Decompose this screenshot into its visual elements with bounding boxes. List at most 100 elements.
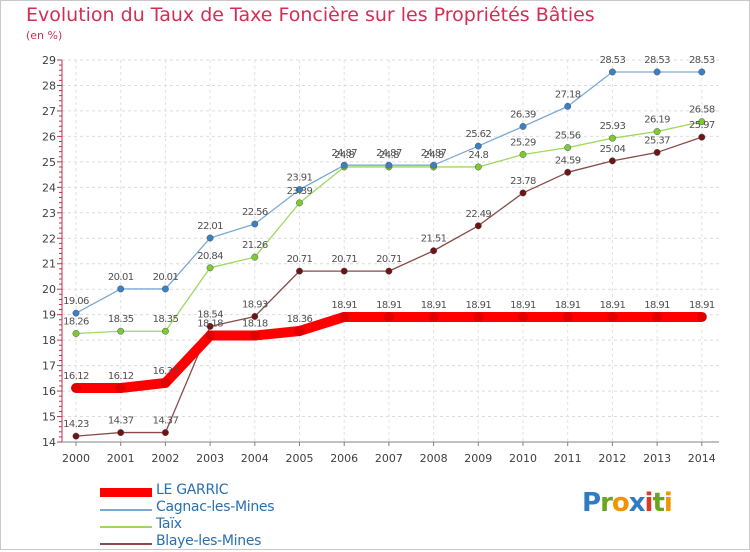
legend-label: Taïx xyxy=(156,516,182,532)
data-point xyxy=(564,102,572,110)
data-point xyxy=(698,133,706,141)
x-tick-label: 2000 xyxy=(62,452,90,465)
legend-swatch xyxy=(100,526,152,528)
data-point xyxy=(607,311,618,322)
data-point xyxy=(251,220,259,228)
data-point xyxy=(205,330,216,341)
data-label: 16.32 xyxy=(153,366,179,377)
y-tick-label: 25 xyxy=(42,156,56,169)
data-point xyxy=(653,148,661,156)
data-point xyxy=(474,222,482,230)
y-tick-label: 29 xyxy=(42,54,56,67)
y-tick-label: 17 xyxy=(42,360,56,373)
data-point xyxy=(652,311,663,322)
data-label: 24.8 xyxy=(334,150,354,161)
data-point xyxy=(430,247,438,255)
data-label: 26.58 xyxy=(689,105,715,116)
legend-swatch xyxy=(100,509,152,511)
data-label: 25.04 xyxy=(600,144,626,155)
data-label: 18.26 xyxy=(63,317,89,328)
x-tick-label: 2007 xyxy=(375,452,403,465)
y-tick-label: 21 xyxy=(42,258,56,271)
data-label: 20.71 xyxy=(376,254,402,265)
data-label: 23.78 xyxy=(510,176,536,187)
data-point xyxy=(653,68,661,76)
y-tick-label: 15 xyxy=(42,411,56,424)
data-label: 25.37 xyxy=(644,135,670,146)
data-point xyxy=(385,267,393,275)
data-point xyxy=(296,199,303,207)
data-labels: 16.12 16.12 16.32 18.18 18.18 18.36 18.91 18.91… xyxy=(63,55,715,430)
data-point xyxy=(71,383,81,394)
data-point xyxy=(519,123,527,130)
data-label: 18.35 xyxy=(108,314,134,325)
data-label: 14.37 xyxy=(153,416,179,427)
x-tick-label: 2006 xyxy=(330,452,358,465)
data-label: 24.59 xyxy=(555,155,581,166)
data-point xyxy=(519,151,527,158)
data-point xyxy=(72,432,80,440)
data-point xyxy=(698,118,706,126)
data-label: 20.01 xyxy=(153,272,179,283)
data-label: 26.39 xyxy=(510,109,536,120)
x-tick-label: 2008 xyxy=(420,452,448,465)
data-point xyxy=(206,322,214,330)
y-tick-label: 16 xyxy=(42,385,56,398)
y-tick-label: 22 xyxy=(42,232,56,245)
data-point xyxy=(340,267,348,275)
data-label: 24.87 xyxy=(331,148,357,159)
x-tick-label: 2005 xyxy=(286,452,314,465)
data-label: 18.91 xyxy=(376,300,402,311)
y-tick-label: 28 xyxy=(42,79,56,92)
data-point xyxy=(430,161,438,169)
chart-title: Evolution du Taux de Taxe Foncière sur l… xyxy=(26,4,595,26)
data-label: 18.91 xyxy=(644,300,670,311)
data-label: 27.18 xyxy=(555,89,581,100)
data-point xyxy=(385,161,393,169)
data-point xyxy=(206,264,214,272)
data-label: 18.36 xyxy=(287,314,313,325)
x-tick-label: 2009 xyxy=(464,452,492,465)
data-label: 26.19 xyxy=(644,115,670,126)
data-point xyxy=(474,142,482,150)
data-label: 23.91 xyxy=(287,173,313,184)
y-tick-label: 14 xyxy=(42,436,56,449)
data-point xyxy=(160,377,171,388)
data-label: 20.71 xyxy=(287,254,313,265)
logo-letter: t xyxy=(652,488,664,518)
y-tick-label: 26 xyxy=(42,130,56,143)
data-label: 18.18 xyxy=(242,319,268,330)
data-point xyxy=(339,311,350,322)
data-label: 20.01 xyxy=(108,272,134,283)
data-label: 18.91 xyxy=(555,300,581,311)
data-point xyxy=(117,285,125,293)
y-tick-label: 23 xyxy=(42,207,56,220)
data-label: 18.54 xyxy=(197,309,223,320)
x-tick-label: 2010 xyxy=(509,452,537,465)
data-point xyxy=(161,285,169,293)
data-label: 22.49 xyxy=(465,209,491,220)
data-label: 24.87 xyxy=(376,148,402,159)
data-point xyxy=(653,128,661,136)
legend-label: Cagnac-les-Mines xyxy=(156,499,275,515)
data-point xyxy=(608,68,616,76)
data-label: 18.18 xyxy=(197,319,223,330)
data-point xyxy=(340,161,348,169)
data-point xyxy=(428,311,439,322)
legend-label: LE GARRIC xyxy=(156,482,229,498)
data-point xyxy=(698,68,706,76)
data-point xyxy=(564,144,572,152)
data-point xyxy=(72,330,80,337)
logo-letter: i xyxy=(663,488,673,518)
data-label: 16.12 xyxy=(108,371,134,382)
y-tick-label: 18 xyxy=(42,334,56,347)
data-point xyxy=(608,157,616,165)
data-label: 22.56 xyxy=(242,207,268,218)
logo-letter: P xyxy=(582,488,601,518)
legend-swatch xyxy=(100,488,152,497)
data-label: 18.93 xyxy=(242,299,268,310)
y-tick-label: 20 xyxy=(42,283,56,296)
data-label: 18.91 xyxy=(510,300,536,311)
